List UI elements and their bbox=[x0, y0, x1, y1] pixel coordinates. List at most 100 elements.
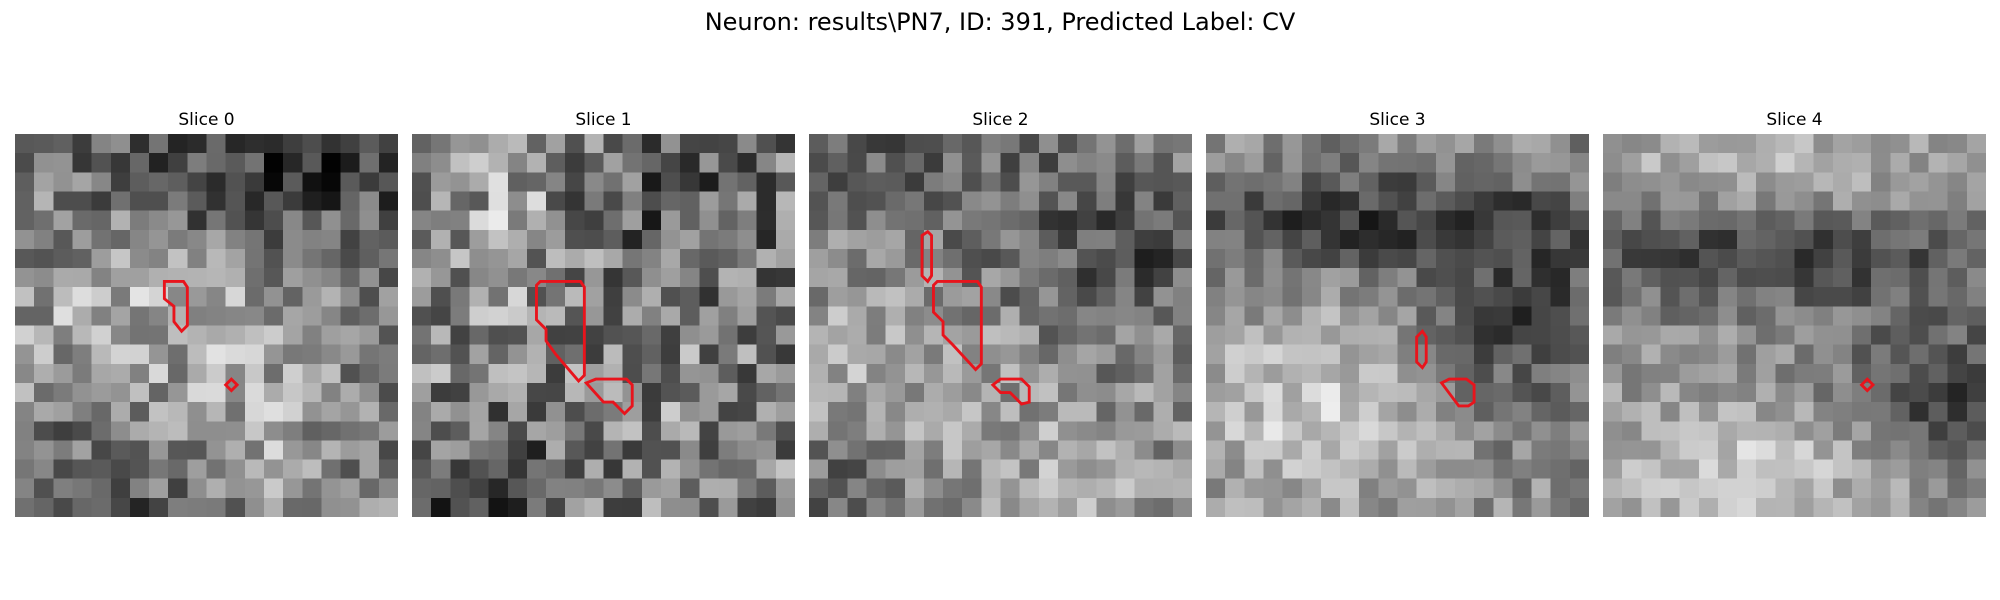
image-pixel bbox=[1340, 191, 1360, 211]
image-pixel bbox=[110, 344, 131, 365]
image-pixel bbox=[885, 268, 906, 288]
image-pixel bbox=[565, 153, 585, 173]
image-pixel bbox=[1077, 268, 1097, 288]
image-pixel bbox=[1966, 268, 1986, 288]
image-pixel bbox=[1282, 325, 1303, 346]
image-pixel bbox=[1569, 191, 1589, 211]
image-pixel bbox=[718, 191, 738, 211]
image-pixel bbox=[943, 402, 963, 422]
image-pixel bbox=[1909, 382, 1929, 403]
image-pixel bbox=[699, 478, 719, 499]
image-pixel bbox=[1057, 210, 1078, 231]
image-pixel bbox=[1000, 325, 1021, 346]
image-pixel bbox=[1947, 229, 1968, 250]
image-pixel bbox=[1641, 402, 1661, 422]
image-pixel bbox=[885, 440, 906, 460]
image-pixel bbox=[431, 402, 451, 422]
image-pixel bbox=[1435, 497, 1456, 517]
image-pixel bbox=[1832, 268, 1853, 288]
image-pixel bbox=[187, 134, 207, 154]
image-pixel bbox=[923, 459, 944, 480]
image-pixel bbox=[546, 478, 566, 499]
image-pixel bbox=[1679, 306, 1700, 326]
image-pixel bbox=[1244, 268, 1264, 288]
image-pixel bbox=[1378, 478, 1398, 499]
slice-image-2 bbox=[809, 134, 1192, 517]
image-pixel bbox=[359, 421, 380, 441]
image-pixel bbox=[828, 191, 848, 211]
image-pixel bbox=[168, 440, 188, 460]
image-pixel bbox=[340, 191, 361, 211]
image-pixel bbox=[756, 363, 777, 384]
image-pixel bbox=[904, 344, 925, 365]
image-pixel bbox=[1000, 497, 1021, 517]
image-pixel bbox=[450, 306, 470, 326]
image-pixel bbox=[34, 325, 54, 346]
image-pixel bbox=[981, 382, 1001, 403]
image-pixel bbox=[1871, 402, 1891, 422]
image-pixel bbox=[1000, 287, 1021, 307]
image-pixel bbox=[206, 134, 227, 154]
image-pixel bbox=[469, 402, 489, 422]
image-pixel bbox=[1153, 497, 1174, 517]
image-pixel bbox=[263, 440, 284, 460]
image-pixel bbox=[1172, 421, 1192, 441]
image-pixel bbox=[91, 210, 112, 231]
image-pixel bbox=[1320, 363, 1341, 384]
image-pixel bbox=[1096, 134, 1116, 154]
image-pixel bbox=[15, 210, 35, 231]
slice-image-0 bbox=[15, 134, 398, 517]
image-pixel bbox=[603, 191, 624, 211]
image-pixel bbox=[1153, 153, 1174, 173]
image-pixel bbox=[263, 459, 284, 480]
image-pixel bbox=[488, 172, 509, 192]
image-pixel bbox=[1153, 363, 1174, 384]
image-pixel bbox=[244, 268, 265, 288]
image-pixel bbox=[1871, 268, 1891, 288]
image-pixel bbox=[321, 248, 341, 269]
image-pixel bbox=[943, 229, 963, 250]
image-pixel bbox=[1813, 172, 1834, 192]
image-pixel bbox=[1038, 153, 1059, 173]
image-pixel bbox=[565, 287, 585, 307]
image-pixel bbox=[1717, 153, 1738, 173]
image-pixel bbox=[1493, 344, 1513, 365]
image-pixel bbox=[15, 344, 35, 365]
image-pixel bbox=[1206, 402, 1226, 422]
image-pixel bbox=[488, 268, 509, 288]
image-pixel bbox=[847, 497, 867, 517]
image-pixel bbox=[1550, 191, 1571, 211]
image-pixel bbox=[775, 440, 795, 460]
image-pixel bbox=[1000, 229, 1021, 250]
image-pixel bbox=[1813, 325, 1834, 346]
image-pixel bbox=[699, 229, 719, 250]
image-pixel bbox=[1454, 459, 1475, 480]
image-pixel bbox=[1096, 325, 1116, 346]
image-pixel bbox=[885, 172, 906, 192]
image-pixel bbox=[1153, 287, 1174, 307]
image-pixel bbox=[1832, 421, 1853, 441]
image-pixel bbox=[923, 248, 944, 269]
image-pixel bbox=[1947, 134, 1968, 154]
image-pixel bbox=[1282, 248, 1303, 269]
image-pixel bbox=[1550, 248, 1571, 269]
image-pixel bbox=[1641, 268, 1661, 288]
image-pixel bbox=[1077, 191, 1097, 211]
image-pixel bbox=[1115, 210, 1135, 231]
image-pixel bbox=[1775, 478, 1795, 499]
image-pixel bbox=[1947, 210, 1968, 231]
image-pixel bbox=[1096, 172, 1116, 192]
image-pixel bbox=[1794, 459, 1815, 480]
image-pixel bbox=[641, 287, 662, 307]
slice-title: Slice 1 bbox=[575, 110, 632, 130]
image-pixel bbox=[1756, 210, 1776, 231]
image-pixel bbox=[885, 153, 906, 173]
image-pixel bbox=[1531, 459, 1552, 480]
image-pixel bbox=[641, 248, 662, 269]
image-pixel bbox=[1057, 134, 1078, 154]
image-pixel bbox=[1340, 421, 1360, 441]
image-pixel bbox=[603, 210, 624, 231]
image-pixel bbox=[885, 478, 906, 499]
image-pixel bbox=[828, 153, 848, 173]
image-pixel bbox=[1172, 325, 1192, 346]
